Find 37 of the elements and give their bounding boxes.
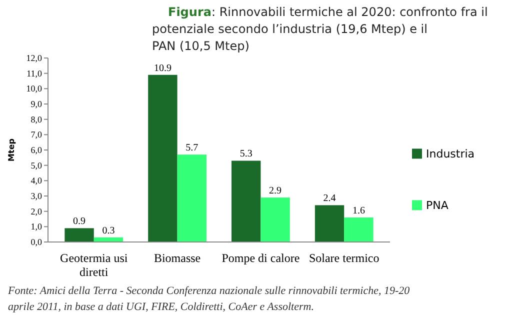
bar [64,228,94,242]
y-tick-label: 0,0 [30,237,42,247]
y-tick-label: 1,0 [30,222,42,232]
y-tick-label: 12,0 [26,53,42,63]
chart-title: Figura: Rinnovabili termiche al 2020: confronto fra il potenziale secondo l’industria (19,6 Mtep) e il PAN (10,5 Mtep) [152,5,488,53]
x-tick-label: Pompe di calore [222,251,300,265]
source-note: Fonte: Amici della Terra - Seconda Conferenza nazionale sulle rinnovabili termiche, 19-20 aprile 2011, in base a dati UGI, FIRE, Coldiretti, CoAer e Assolterm. [7,285,410,313]
y-tick-label: 9,0 [30,99,42,109]
data-label: 0.9 [73,216,86,228]
y-tick-label: 4,0 [30,176,42,186]
y-tick-label: 5,0 [30,160,42,170]
bar [177,154,206,242]
data-label: 0.3 [102,225,115,236]
bar [232,160,261,242]
y-tick-label: 11,0 [26,68,42,78]
y-tick-label: 3,0 [30,191,42,201]
data-label: 1.6 [352,205,365,216]
y-tick-label: 10,0 [26,84,42,94]
data-label: 10.9 [154,62,172,74]
legend-label: PNA [426,199,449,212]
data-label: 2.4 [323,193,336,204]
data-label: 2.9 [269,186,282,197]
data-label: 5.7 [186,142,198,154]
y-tick-label: 6,0 [30,145,42,155]
y-tick-label: 2,0 [30,206,42,216]
bar [260,198,290,242]
bar [148,74,178,242]
x-tick-label: Solare termico [308,251,380,265]
y-axis-title: Mtep [7,138,16,162]
bar [314,205,344,242]
x-tick-label: Biomasse [154,251,201,265]
x-tick-label: Geotermia usi diretti [60,251,128,279]
y-tick-label: 8,0 [30,114,42,124]
data-label: 5.3 [240,148,252,160]
bar [344,217,374,242]
y-tick-label: 7,0 [30,130,42,140]
legend-label: Industria [426,148,475,161]
